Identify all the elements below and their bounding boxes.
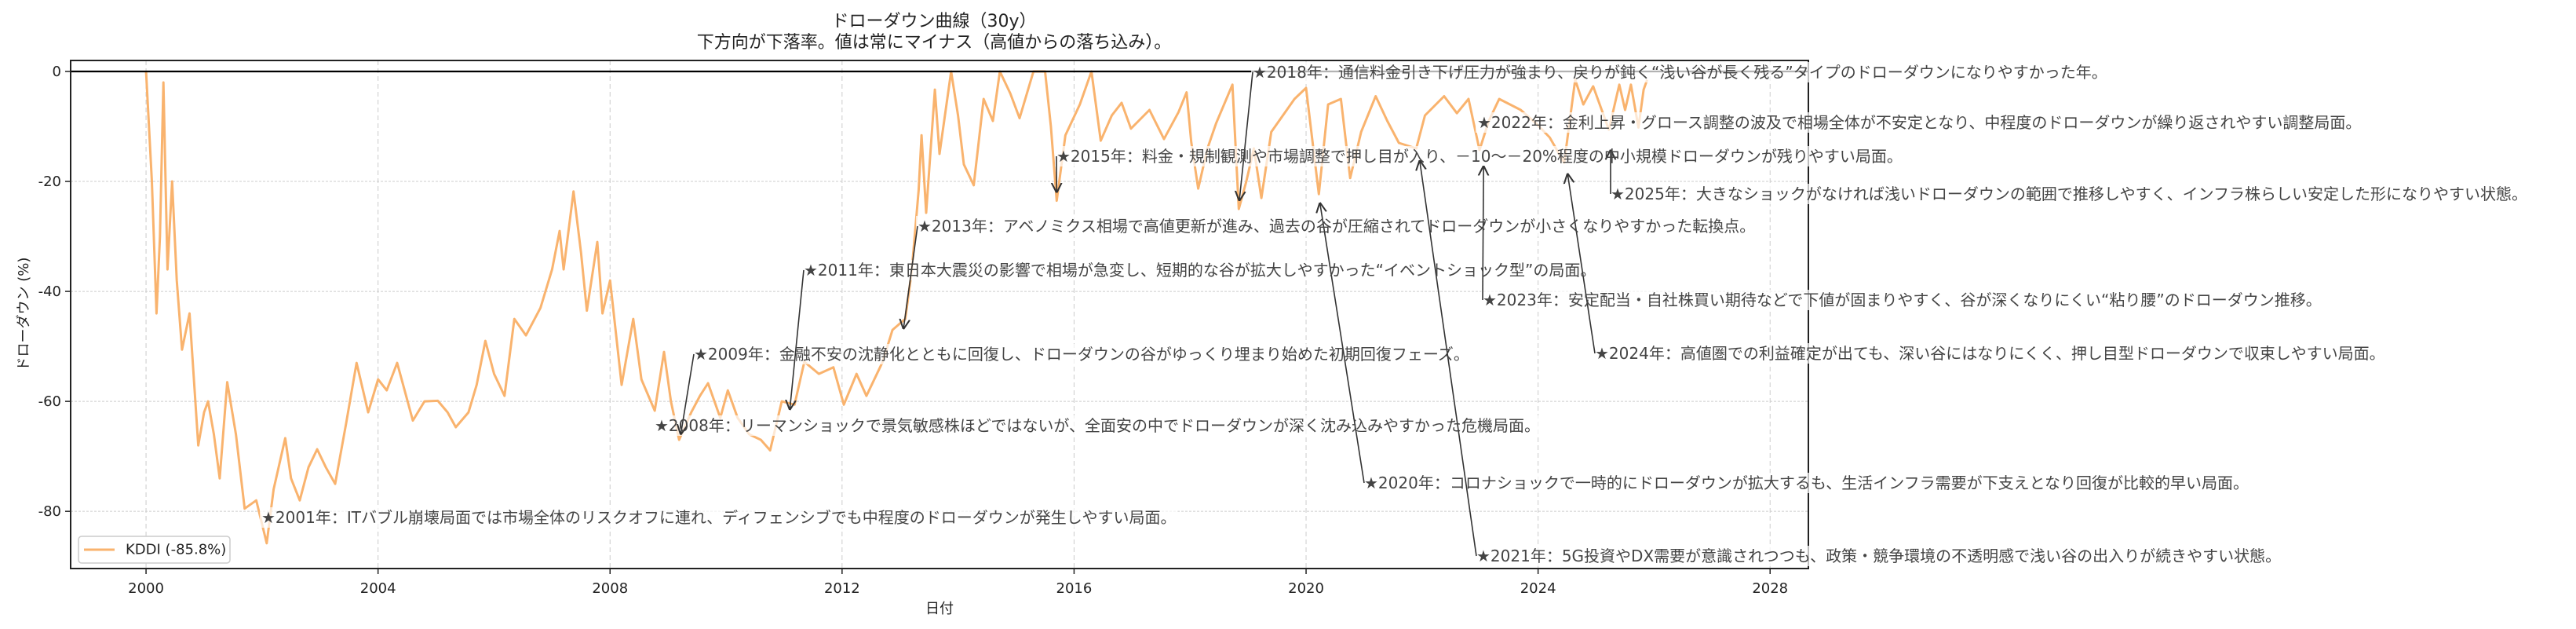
annotation-label: ★2001年：ITバブル崩壊局面では市場全体のリスクオフに連れ、ディフェンシブで… (261, 508, 1177, 527)
annotation-arrow (1420, 161, 1477, 557)
annotation-background (802, 260, 1598, 280)
x-axis-label: 日付 (925, 601, 954, 617)
annotation-arrow (903, 225, 918, 328)
x-tick-label: 2020 (1288, 580, 1324, 597)
chart-title: ドローダウン曲線（30y） (831, 12, 1036, 31)
annotation-background (692, 344, 1471, 364)
y-tick-label: 0 (53, 64, 61, 80)
legend-label: KDDI (-85.8%) (126, 542, 226, 558)
annotation-background (1251, 62, 2109, 82)
y-axis-label: ドローダウン (%) (16, 258, 32, 371)
y-tick-label: -80 (38, 503, 61, 520)
legend: KDDI (-85.8%) (78, 536, 231, 564)
annotation-arrow (1239, 71, 1253, 200)
annotation-label: ★2018年：通信料金引き下げ圧力が強まり、戻りが鈍く“浅い谷が長く残る”タイプ… (1253, 63, 2107, 82)
annotation-background (1363, 473, 2251, 493)
y-tick-label: -40 (38, 283, 61, 300)
x-tick-label: 2012 (824, 580, 860, 597)
x-tick-label: 2004 (360, 580, 396, 597)
annotation-arrows (680, 71, 1611, 557)
y-tick-label: -60 (38, 393, 61, 410)
annotation-background (1476, 112, 2363, 133)
x-tick-label: 2016 (1056, 580, 1093, 597)
annotation-arrow (680, 353, 695, 433)
annotation-label: ★2024年：高値圏での利益確定が出ても、深い谷にはなりにくく、押し目型ドローダ… (1595, 344, 2385, 363)
x-tick-label: 2000 (128, 580, 164, 597)
annotation-background (1475, 546, 2283, 566)
annotation-label: ★2015年：料金・規制観測や市場調整で押し目が入り、－10～－20%程度の中小… (1056, 147, 1903, 166)
x-tick-label: 2008 (592, 580, 628, 597)
annotation-label: ★2013年：アベノミクス相場で高値更新が進み、過去の谷が圧縮されてドローダウン… (918, 217, 1755, 236)
annotation-label: ★2021年：5G投資やDX需要が意識されつつも、政策・競争環境の不透明感で浅い… (1476, 547, 2281, 565)
series-layer (144, 70, 1649, 545)
annotation-arrow (1320, 203, 1365, 484)
annotation-arrow (1567, 174, 1596, 354)
annotation-background (1481, 290, 2323, 310)
annotation-texts: ★2001年：ITバブル崩壊局面では市場全体のリスクオフに連れ、ディフェンシブで… (261, 63, 2527, 565)
annotations: ★2001年：ITバブル崩壊局面では市場全体のリスクオフに連れ、ディフェンシブで… (260, 62, 2530, 566)
ticks: 2000 2004 2008 2012 2016 2020 2024 2028 0 -20 -40 -… (38, 64, 1789, 597)
x-tick-label: 2024 (1520, 580, 1556, 597)
annotation-label: ★2011年：東日本大震災の影響で相場が急変し、短期的な谷が拡大しやすかった“イ… (804, 261, 1596, 280)
annotation-label: ★2020年：コロナショックで一時的にドローダウンが拡大するも、生活インフラ需要… (1364, 474, 2249, 492)
annotation-arrow (790, 269, 805, 409)
x-tick-label: 2028 (1752, 580, 1788, 597)
annotation-backgrounds (260, 62, 2530, 566)
annotation-background (260, 507, 1178, 528)
annotation-background (916, 216, 1757, 236)
plot-frame (70, 60, 1809, 569)
annotation-label: ★2008年：リーマンショックで景気敏感株ほどではないが、全面安の中でドローダウ… (655, 416, 1540, 435)
annotation-background (1055, 146, 1904, 166)
annotation-label: ★2025年：大きなショックがなければ浅いドローダウンの範囲で推移しやすく、イン… (1611, 185, 2527, 203)
y-tick-label: -20 (38, 174, 61, 190)
annotation-label: ★2023年：安定配当・自社株買い期待などで下値が固まりやすく、谷が深くなりにく… (1483, 291, 2322, 309)
legend-box (78, 536, 231, 564)
series-line-kddi (144, 70, 1649, 545)
annotation-background (1609, 184, 2530, 204)
annotation-label: ★2009年：金融不安の沈静化とともに回復し、ドローダウンの谷がゆっくり埋まり始… (694, 345, 1469, 364)
annotation-background (653, 415, 1542, 436)
annotation-background (1593, 343, 2387, 364)
chart-subtitle: 下方向が下落率。値は常にマイナス（高値からの落ち込み）。 (697, 33, 1172, 53)
annotation-label: ★2022年：金利上昇・グロース調整の波及で相場全体が不安定となり、中程度のドロ… (1477, 113, 2361, 132)
